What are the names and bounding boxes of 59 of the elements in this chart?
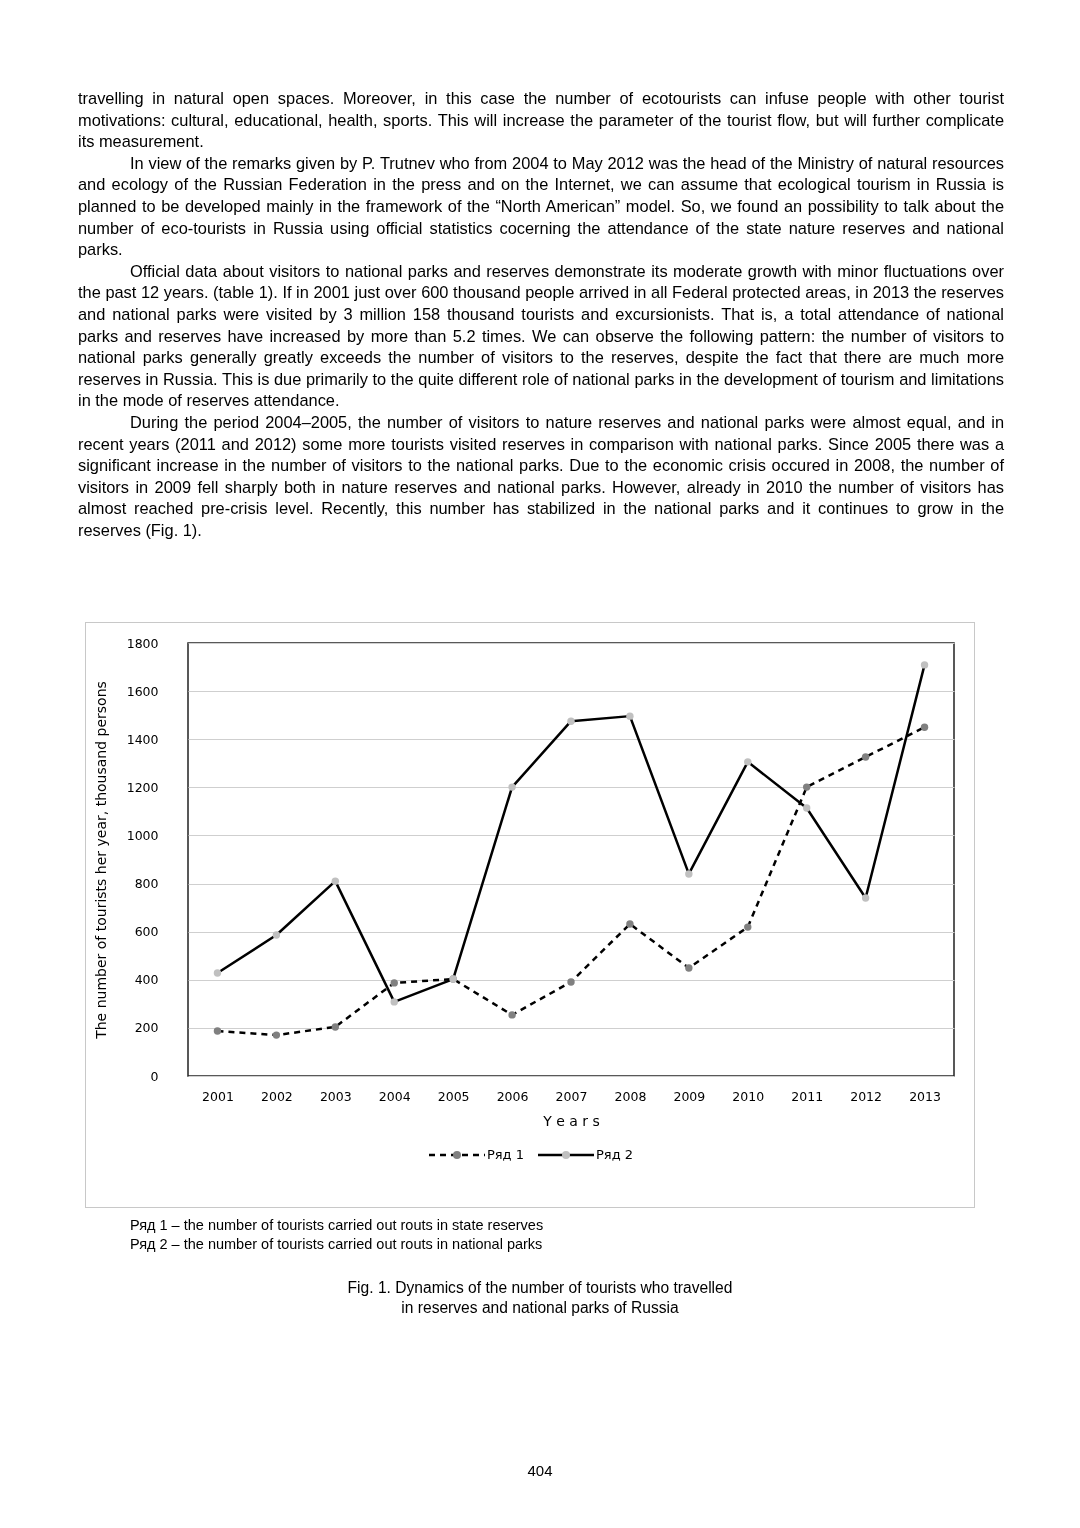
y-tick-label: 1800 [126, 635, 159, 651]
point [861, 894, 870, 902]
y-tick-label: 1400 [126, 731, 159, 747]
x-tick-label: 2003 [319, 1088, 352, 1104]
point [508, 1011, 516, 1019]
point [744, 758, 752, 766]
text: Fig. 1. Dynamics of the number of tourists who travelled in reserves and national parks of Russia [346, 1278, 734, 1318]
text: During the period 2004–2005, the number of visitors to nature reserves and national parks were almost equal, and in recent years (2011 and 2012) some more tourists visited reserves in comparison with national parks. Since 2005 there was a significant increase in the number of visitors to the national parks. Due to the economic crisis occured in 2008, the number of visitors in 2009 fell sharply both in nature reserves and national parks. However, already in 2010 the number of visitors has almost reached pre-crisis level. Recently, this number has stabilized in the national parks and it continues to grow in the reserves (Fig. 1). [78, 411, 1004, 541]
x-tick-label: 2009 [673, 1088, 706, 1104]
text: travelling in natural open spaces. Moreover, in this case the number of ecotourists can infuse people with other tourist motivations: cultural, educational, health, sports. This will increase the parameter of the tourist flow, but will further complicate its measurement. [78, 88, 1004, 153]
point [331, 877, 340, 885]
y-tick-label: 1000 [126, 827, 159, 843]
point [390, 998, 398, 1006]
point [567, 978, 575, 986]
point [744, 923, 752, 931]
text: Official data about visitors to national parks and reserves demonstrate its moderate growth with minor fluctuations over the past 12 years. (table 1). If in 2001 just over 600 thousand people arrived in all Federal protected areas, in 2013 the reserves and national parks were visited by 3 million 158 thousand tourists and excursionists. That is, a total attendance of national parks and reserves have increased by more than 5.2 times. We can observe the following pattern: the number of visitors to national parks generally greatly exceeds the number of visitors to the reserves, despite the fact that there are much more reserves in Russia. This is due primarily to the quite different role of national parks in the development of tourism and limitations in the mode of reserves attendance. [78, 260, 1004, 412]
point [390, 979, 398, 987]
point [861, 753, 870, 761]
point [802, 804, 811, 812]
point [685, 870, 693, 878]
y-tick-label: 0 [150, 1068, 159, 1084]
y-tick-label: 1600 [126, 683, 159, 699]
legend-label: Ряд 2 [596, 1147, 634, 1162]
point [272, 1031, 281, 1039]
y-tick-label: 600 [134, 924, 159, 940]
y-tick-label: 800 [134, 876, 159, 892]
x-tick-label: 2005 [437, 1088, 470, 1104]
text: Ряд 2 – the number of tourists carried out routs in national parks [130, 1235, 544, 1254]
x-tick-label: 2002 [260, 1088, 293, 1104]
x-tick-label: 2012 [850, 1088, 883, 1104]
y-axis-title: The number of tourists her year, thousand persons [92, 681, 109, 1040]
x-tick-label: 2001 [202, 1088, 234, 1104]
point [685, 964, 693, 972]
point [920, 723, 929, 731]
text: Ряд 1 – the number of tourists carried out routs in state reserves [130, 1216, 544, 1235]
point [213, 1027, 222, 1035]
x-tick-label: 2004 [378, 1088, 411, 1104]
x-tick-label: 2006 [496, 1088, 529, 1104]
text: In view of the remarks given by P. Trutnev who from 2004 to May 2012 was the head of the Ministry of natural resources and ecology of the Russian Federation in the press and on the Internet, we can assume that ecological tourism in Russia is planned to be developed mainly in the framework of the “North American” model. So, we found an possibility to talk about the number of eco-tourists in Russia using official statistics cocerning the attendance of the state nature reserves and national parks. [78, 152, 1004, 261]
point [213, 969, 222, 977]
x-tick-label: 2010 [732, 1088, 765, 1104]
legend-label: Ряд 1 [486, 1147, 524, 1162]
point [331, 1023, 340, 1031]
y-tick-label: 400 [134, 972, 159, 988]
point [508, 783, 516, 791]
x-tick-label: 2008 [614, 1088, 647, 1104]
text: 404 [526, 1462, 554, 1479]
point [802, 783, 811, 791]
y-tick-label: 200 [134, 1020, 159, 1036]
point [626, 712, 634, 720]
point [567, 717, 575, 725]
x-axis-title: Y e a r s [542, 1113, 600, 1129]
point [626, 920, 634, 928]
x-tick-label: 2007 [555, 1088, 588, 1104]
x-tick-label: 2011 [791, 1088, 824, 1104]
y-tick-label: 1200 [126, 779, 159, 795]
point [920, 661, 929, 669]
x-tick-label: 2013 [909, 1088, 941, 1104]
point [272, 931, 281, 939]
